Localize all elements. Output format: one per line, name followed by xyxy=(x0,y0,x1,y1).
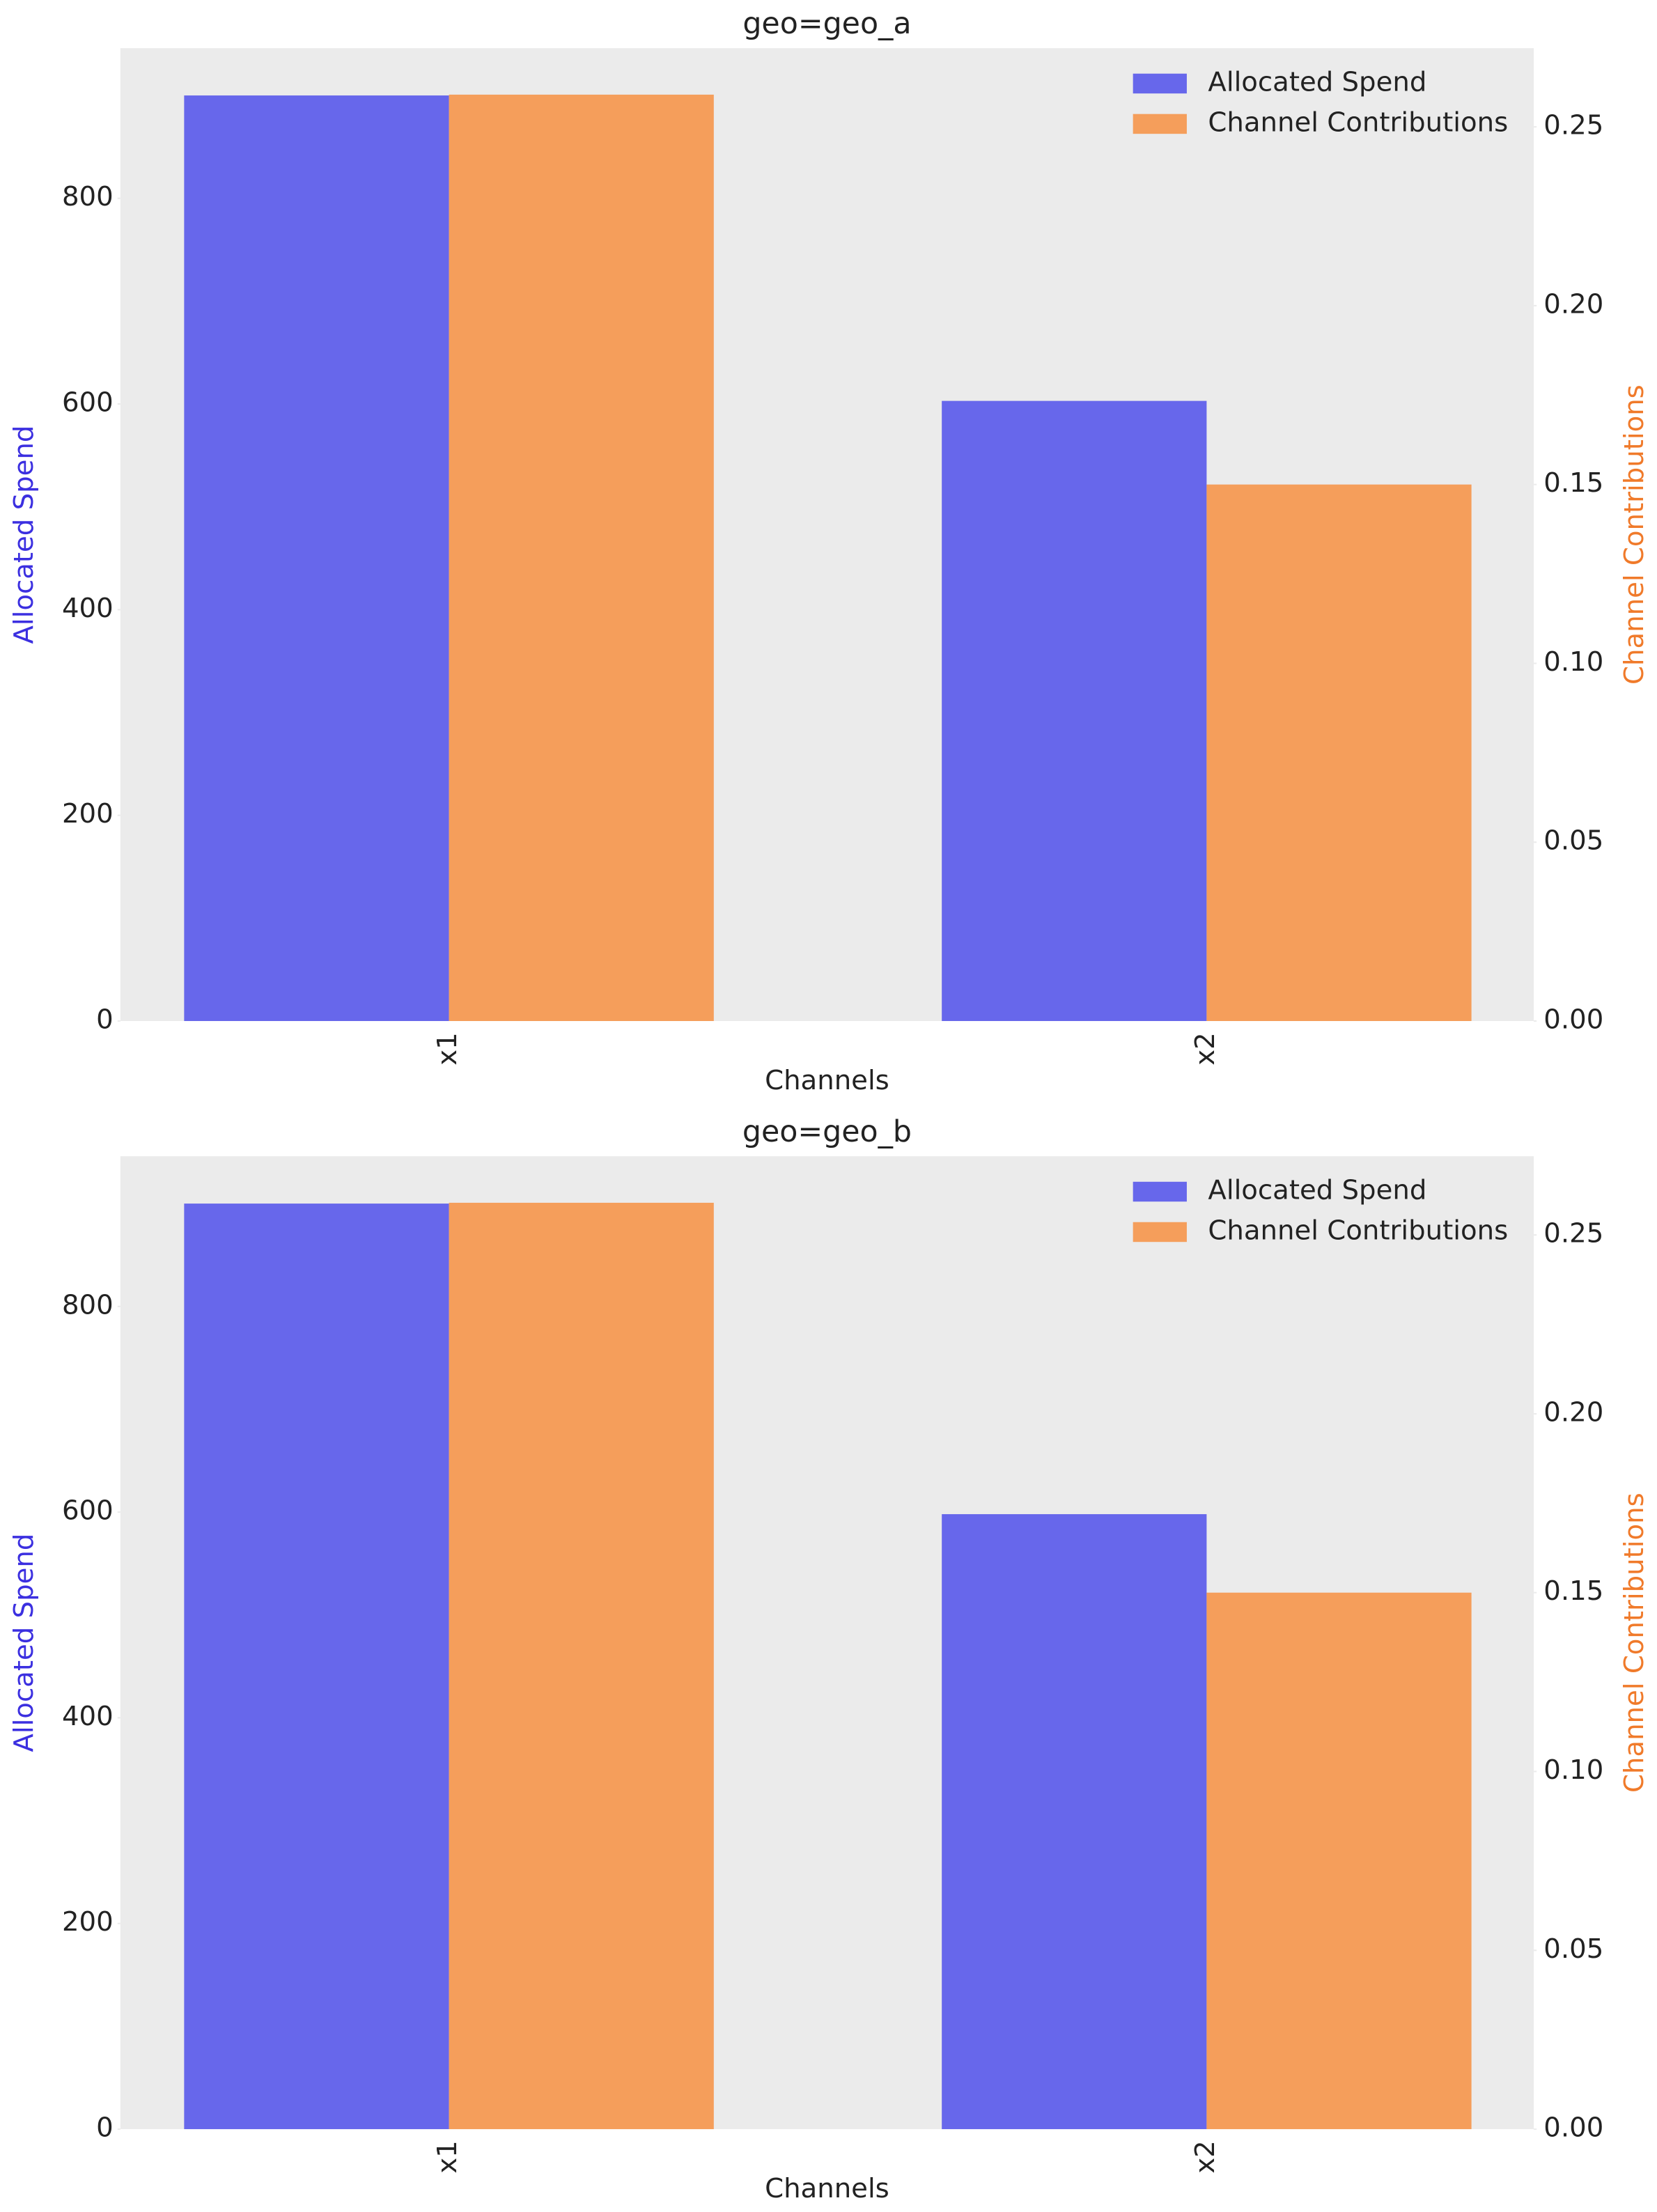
x-tick-label: x2 xyxy=(1190,1032,1221,1065)
y2-tick-label: 0.00 xyxy=(1543,1004,1603,1036)
y2-tick-label: 0.10 xyxy=(1543,1754,1603,1786)
y-tick-label: 600 xyxy=(62,1495,114,1527)
y-tick-label: 800 xyxy=(62,1289,114,1321)
y2-tick-label: 0.00 xyxy=(1543,2112,1603,2144)
y2-tick-label: 0.05 xyxy=(1543,825,1603,857)
bar xyxy=(1206,1592,1472,2130)
bar xyxy=(1206,484,1472,1022)
x-tick-label: x1 xyxy=(432,1032,463,1065)
legend-swatch xyxy=(1133,114,1187,134)
y-tick-label: 200 xyxy=(62,1906,114,1938)
chart-title: geo=geo_b xyxy=(742,1114,912,1149)
y2-tick-label: 0.15 xyxy=(1543,1575,1603,1607)
y2-tick-label: 0.25 xyxy=(1543,110,1603,141)
legend-label: Allocated Spend xyxy=(1208,1175,1426,1206)
bar xyxy=(449,1202,714,2130)
legend-label: Channel Contributions xyxy=(1208,107,1508,138)
x-tick-label: x2 xyxy=(1190,2140,1221,2173)
y-tick-label: 400 xyxy=(62,1701,114,1732)
legend-swatch xyxy=(1133,73,1187,94)
y-axis-label: Allocated Spend xyxy=(8,1534,40,1752)
x-tick-label: x1 xyxy=(432,2140,463,2173)
y2-tick-label: 0.20 xyxy=(1543,288,1603,320)
y2-tick-label: 0.15 xyxy=(1543,467,1603,499)
legend-swatch xyxy=(1133,1222,1187,1243)
x-axis-label: Channels xyxy=(765,1065,889,1096)
y2-tick-label: 0.05 xyxy=(1543,1933,1603,1965)
bar xyxy=(184,1204,449,2130)
y-tick-label: 800 xyxy=(62,181,114,212)
y2-axis-label: Channel Contributions xyxy=(1619,1493,1650,1793)
y-axis-label: Allocated Spend xyxy=(8,426,40,644)
x-axis-label: Channels xyxy=(765,2173,889,2204)
legend-label: Allocated Spend xyxy=(1208,66,1426,98)
bar xyxy=(184,95,449,1022)
bar xyxy=(942,400,1207,1022)
legend-swatch xyxy=(1133,1181,1187,1202)
y2-tick-label: 0.10 xyxy=(1543,646,1603,678)
bar xyxy=(449,94,714,1022)
y-tick-label: 600 xyxy=(62,387,114,419)
y-tick-label: 400 xyxy=(62,593,114,624)
y-tick-label: 0 xyxy=(96,1004,114,1036)
chart-title: geo=geo_a xyxy=(742,6,911,41)
y-tick-label: 0 xyxy=(96,2112,114,2144)
y2-tick-label: 0.25 xyxy=(1543,1218,1603,1249)
bar xyxy=(942,1514,1207,2130)
y2-axis-label: Channel Contributions xyxy=(1619,384,1650,685)
y2-tick-label: 0.20 xyxy=(1543,1396,1603,1428)
legend-label: Channel Contributions xyxy=(1208,1215,1508,1246)
y-tick-label: 200 xyxy=(62,798,114,830)
